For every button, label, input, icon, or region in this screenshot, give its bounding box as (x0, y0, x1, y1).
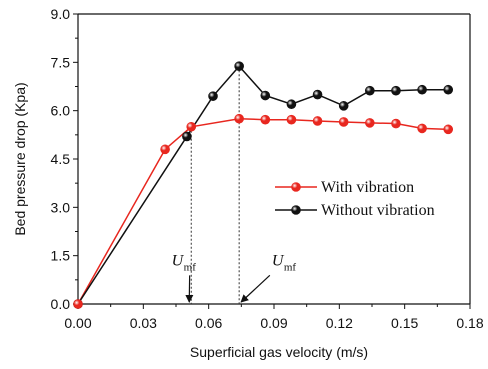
plot-area: 0.0 1.5 3.0 4.5 6.0 7.5 9.0 0.00 0.03 0.06 0.09 0.1… (51, 6, 484, 331)
data-point (74, 300, 83, 309)
data-point (287, 100, 296, 109)
data-point (261, 115, 270, 124)
data-point (313, 116, 322, 125)
legend-marker (292, 183, 301, 192)
x-tick-label: 0.03 (130, 315, 157, 331)
y-tick-label: 7.5 (51, 54, 71, 70)
data-point (418, 124, 427, 133)
data-point (391, 86, 400, 95)
y-tick-label: 4.5 (51, 151, 71, 167)
x-tick-label: 0.09 (260, 315, 287, 331)
annotation-subscript: mf (284, 261, 297, 273)
data-point (391, 119, 400, 128)
x-tick-label: 0.18 (456, 315, 483, 331)
data-point (365, 86, 374, 95)
data-point (365, 118, 374, 127)
data-point (339, 101, 348, 110)
x-tick-label: 0.15 (391, 315, 418, 331)
data-point (444, 85, 453, 94)
data-point (235, 114, 244, 123)
data-point (287, 115, 296, 124)
data-point (444, 125, 453, 134)
y-tick-label: 9.0 (51, 6, 71, 22)
legend-label: With vibration (321, 179, 414, 196)
data-point (235, 62, 244, 71)
data-point (339, 117, 348, 126)
x-axis-label: Superficial gas velocity (m/s) (190, 344, 368, 360)
y-tick-label: 0.0 (51, 296, 71, 312)
x-tick-label: 0.06 (195, 315, 222, 331)
data-point (313, 90, 322, 99)
legend-label: Without vibration (321, 202, 435, 219)
data-point (261, 91, 270, 100)
data-point (209, 92, 218, 101)
legend-marker (292, 206, 301, 215)
annotation-arrow (241, 275, 270, 302)
y-tick-label: 1.5 (51, 248, 71, 264)
annotation-subscript: mf (184, 261, 197, 273)
data-point (187, 122, 196, 131)
x-tick-label: 0.12 (326, 315, 353, 331)
data-point (418, 85, 427, 94)
y-tick-label: 6.0 (51, 103, 71, 119)
data-point (161, 145, 170, 154)
data-point (182, 132, 191, 141)
x-tick-label: 0.00 (64, 315, 91, 331)
y-tick-label: 3.0 (51, 199, 71, 215)
y-axis-label: Bed pressure drop (Kpa) (12, 82, 28, 235)
